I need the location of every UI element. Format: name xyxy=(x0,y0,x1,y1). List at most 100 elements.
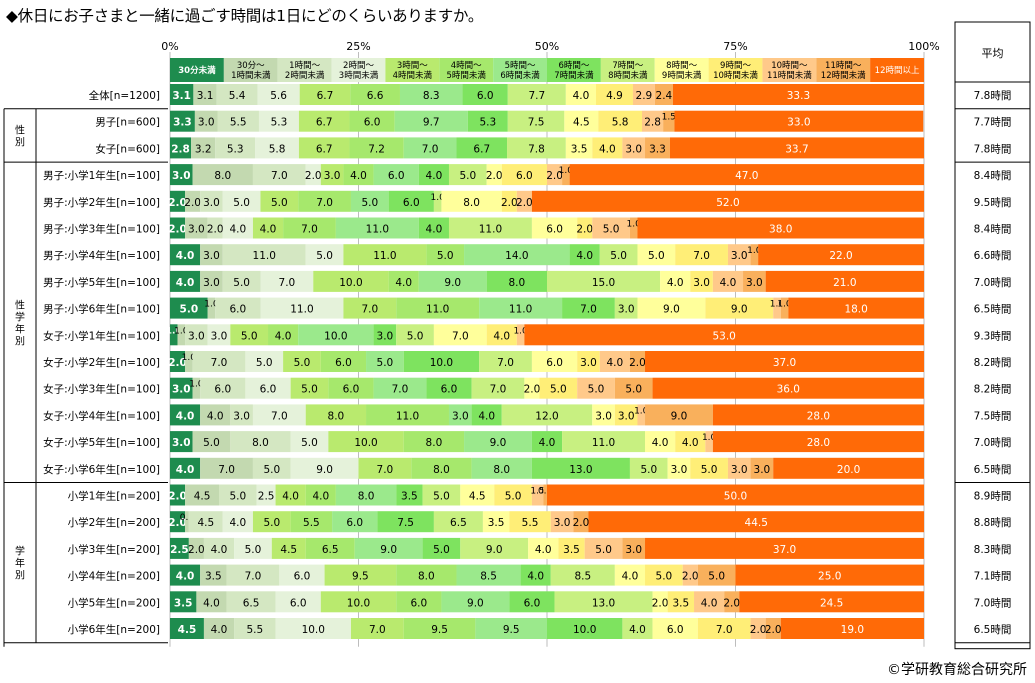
data-label: 3.5 xyxy=(571,143,588,155)
data-label: 3.0 xyxy=(731,464,748,476)
data-label: 5.5 xyxy=(246,624,263,636)
data-label: 10.0 xyxy=(573,624,596,636)
data-label: 5.0 xyxy=(301,384,318,396)
bar-segment xyxy=(637,244,676,266)
bar-segment xyxy=(509,511,551,533)
data-label: 5.8 xyxy=(269,143,286,155)
bar-segment xyxy=(290,431,329,453)
legend-swatch xyxy=(170,58,224,82)
data-label: 28.0 xyxy=(807,410,830,422)
bar-segment xyxy=(520,564,551,586)
data-label: 4.5 xyxy=(573,117,590,129)
data-label: 5.0 xyxy=(433,544,450,556)
data-label: 7.0 xyxy=(693,250,710,262)
bar-segment xyxy=(373,377,427,399)
bar-segment xyxy=(667,457,691,479)
data-label: 3.0 xyxy=(198,117,215,129)
bar-segment xyxy=(479,297,563,319)
bar-segment xyxy=(663,110,675,132)
bar-segment xyxy=(305,537,355,559)
data-label: 7.8 xyxy=(528,143,545,155)
legend-label: 10時間～ 11時間未満 xyxy=(767,61,812,81)
bar-segment xyxy=(516,324,525,346)
average-header: 平均 xyxy=(982,47,1004,60)
data-label: 5.0 xyxy=(233,197,250,209)
data-label: 1.5 xyxy=(662,113,676,123)
bar-segment xyxy=(185,324,208,346)
bar-segment xyxy=(667,591,695,613)
data-label: 4.5 xyxy=(194,491,211,503)
data-label: 2.0 xyxy=(765,624,782,636)
bar-segment xyxy=(645,431,676,453)
data-label: 3.0 xyxy=(746,277,763,289)
data-label: 4.0 xyxy=(478,410,495,422)
data-label: 7.0 xyxy=(361,304,378,316)
bar-segment xyxy=(727,457,751,479)
data-label: 22.0 xyxy=(829,250,852,262)
bar-segment xyxy=(255,137,299,159)
bar-segment xyxy=(697,564,736,586)
row-average: 7.0時間 xyxy=(974,437,1012,449)
data-label: 4.0 xyxy=(230,517,247,529)
bar-segment xyxy=(507,84,566,105)
data-label: 9.7 xyxy=(423,117,440,129)
group-label: 学年別 xyxy=(15,545,25,582)
legend-swatch xyxy=(816,58,871,82)
data-label: 7.0 xyxy=(377,464,394,476)
bar-segment xyxy=(226,591,276,613)
bar-segment xyxy=(192,377,201,399)
data-label: 10.0 xyxy=(324,330,347,342)
bar-segment xyxy=(592,137,623,159)
bar-segment xyxy=(464,244,570,266)
data-label: 1.0 xyxy=(189,380,204,390)
bar-segment xyxy=(486,324,517,346)
bar-segment xyxy=(501,190,517,212)
bar-segment xyxy=(396,324,434,346)
data-label: 5.0 xyxy=(505,491,522,503)
data-label: 4.0 xyxy=(576,250,593,262)
bar-segment xyxy=(599,351,630,372)
bar-segment xyxy=(260,190,299,212)
bar-segment xyxy=(396,591,442,613)
legend-label: 8時間～ 9時間未満 xyxy=(662,61,702,81)
bar-segment xyxy=(547,484,924,506)
data-label: 1.0 xyxy=(513,326,528,336)
data-label: 5.0 xyxy=(588,384,605,396)
data-label: 2.0 xyxy=(168,224,187,236)
bar-segment xyxy=(343,297,397,319)
bar-segment xyxy=(565,137,593,159)
data-label: 5.4 xyxy=(229,90,246,102)
bar-segment xyxy=(222,511,253,533)
bar-segment xyxy=(471,377,525,399)
data-label: 4.0 xyxy=(539,437,556,449)
row-average: 8.8時間 xyxy=(974,517,1012,529)
bar-segment xyxy=(403,431,465,453)
data-label: 7.0 xyxy=(369,624,386,636)
data-label: 10.0 xyxy=(339,277,362,289)
row-average: 7.0時間 xyxy=(974,597,1012,609)
bar-segment xyxy=(185,484,220,506)
data-label: 3.0 xyxy=(203,250,220,262)
bar-segment xyxy=(170,84,194,105)
data-label: 5.3 xyxy=(227,143,244,155)
data-label: 4.0 xyxy=(176,250,195,262)
bar-segment xyxy=(531,457,630,479)
data-label: 1.0 xyxy=(747,246,762,256)
data-label: 2.0 xyxy=(723,597,740,609)
data-label: 5.0 xyxy=(701,464,718,476)
bar-segment xyxy=(283,217,336,239)
legend-swatch xyxy=(331,58,386,82)
data-label: 6.7 xyxy=(317,90,334,102)
data-label: 5.0 xyxy=(316,250,333,262)
data-label: 5.0 xyxy=(301,437,318,449)
data-label: 2.0 xyxy=(486,170,503,182)
legend-label: 6時間～ 7時間未満 xyxy=(554,61,594,81)
data-label: 6.0 xyxy=(516,170,533,182)
bar-segment xyxy=(456,137,508,159)
data-label: 7.7 xyxy=(528,90,545,102)
bar-segment xyxy=(219,484,257,506)
bar-segment xyxy=(170,591,197,613)
data-label: 6.0 xyxy=(477,90,494,102)
data-label: 3.0 xyxy=(554,517,571,529)
data-label: 5.0 xyxy=(459,170,476,182)
